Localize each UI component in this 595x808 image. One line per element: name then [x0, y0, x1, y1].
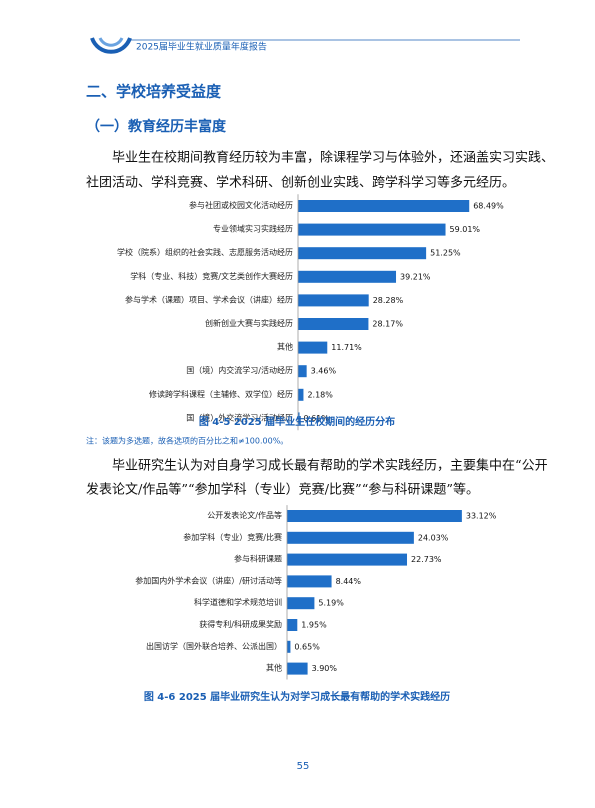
value-label: 5.19% [318, 599, 344, 608]
paragraph-line: 毕业研究生认为对自身学习成长最有帮助的学术实践经历，主要集中在“公开 [112, 458, 548, 474]
category-label: 参与科研课题 [234, 554, 282, 564]
category-label: 出国访学（国外联合培养、公派出国） [146, 641, 282, 651]
chart-caption: 图 4-5 2025 届毕业生在校期间的经历分布 [199, 415, 395, 428]
value-label: 3.46% [311, 367, 337, 376]
bar [298, 270, 397, 283]
value-label: 68.49% [473, 202, 504, 211]
bar [298, 388, 304, 401]
category-label: 修读跨学科课程（主辅修、双学位）经历 [149, 389, 293, 399]
category-label: 国（境）内交流学习/活动经历 [186, 365, 293, 375]
bar [287, 531, 414, 544]
paragraph-line: 社团活动、学科竞赛、学术科研、创新创业实践、跨学科学习等多元经历。 [86, 175, 515, 191]
value-label: 11.71% [331, 343, 362, 352]
category-label: 其他 [266, 663, 282, 673]
bar [287, 553, 408, 566]
category-label: 公开发表论文/作品等 [207, 510, 282, 520]
bar [287, 575, 332, 588]
value-label: 59.01% [450, 225, 481, 234]
note: 注：该题为多选题，故各选项的百分比之和≠100.00%。 [86, 436, 288, 446]
header-title: 2025届毕业生就业质量年度报告 [136, 41, 267, 53]
bar [298, 412, 300, 425]
category-label: 参加学科（专业）竞赛/比赛 [183, 532, 282, 542]
bar [298, 223, 446, 236]
bar [298, 294, 369, 307]
subsection-title: （一）教育经历丰富度 [86, 118, 227, 135]
bar [298, 247, 427, 260]
header-logo [90, 37, 132, 54]
category-label: 学校（院系）组织的社会实践、志愿服务活动经历 [117, 247, 293, 257]
category-label: 获得专利/科研成果奖励 [199, 619, 282, 629]
category-label: 参与社团或校园文化活动经历 [189, 200, 293, 210]
value-label: 8.44% [336, 577, 362, 586]
category-label: 科学道德和学术规范培训 [194, 597, 282, 607]
value-label: 33.12% [466, 512, 497, 521]
category-label: 国（境）外交流学习/活动经历 [186, 412, 293, 422]
value-label: 51.25% [430, 249, 461, 258]
category-label: 参加国内外学术会议（讲座）/研讨活动等 [135, 575, 282, 585]
value-label: 28.28% [373, 296, 404, 305]
value-label: 39.21% [400, 272, 431, 281]
value-label: 1.95% [301, 621, 327, 630]
value-label: 3.90% [312, 664, 338, 673]
value-label: 24.03% [418, 533, 449, 542]
category-label: 创新创业大赛与实践经历 [205, 318, 293, 328]
value-label: 2.18% [307, 390, 333, 399]
bar [298, 200, 470, 212]
bar [287, 597, 315, 610]
bar [298, 318, 369, 330]
bar [298, 341, 328, 354]
paragraph-line: 毕业生在校期间教育经历较为丰富，除课程学习与体验外，还涵盖实习实践、 [112, 150, 554, 166]
bar [298, 365, 307, 378]
paragraph-line: 发表论文/作品等”“参加学科（专业）竞赛/比赛”“参与科研课题”等。 [86, 482, 479, 498]
chart-caption: 图 4-6 2025 届毕业研究生认为对学习成长最有帮助的学术实践经历 [144, 690, 450, 703]
section-title: 二、学校培养受益度 [86, 83, 222, 101]
category-label: 参与学术（课题）项目、学术会议（讲座）经历 [125, 294, 293, 304]
page-number: 55 [297, 761, 310, 772]
category-label: 学科（专业、科技）竞赛/文艺类创作大赛经历 [130, 271, 293, 281]
bar [287, 662, 308, 675]
value-label: 22.73% [411, 555, 442, 564]
category-label: 其他 [277, 342, 293, 352]
bar [287, 640, 291, 653]
category-label: 专业领域实习实践经历 [213, 224, 293, 234]
bar [287, 619, 298, 631]
value-label: 0.61% [304, 414, 330, 423]
value-label: 0.65% [294, 642, 320, 651]
bar [287, 510, 462, 522]
value-label: 28.17% [372, 320, 403, 329]
